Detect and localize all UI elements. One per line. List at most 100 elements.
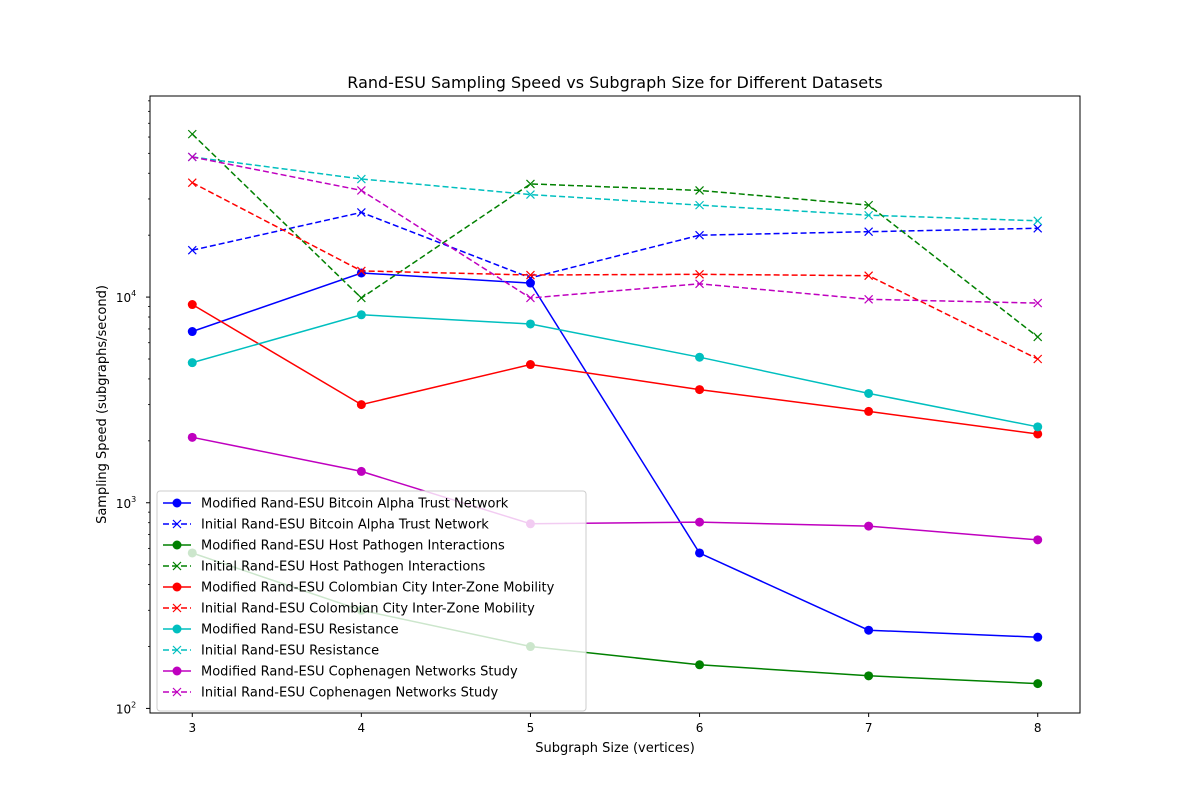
legend-box [156, 490, 587, 712]
legend-label: Initial Rand-ESU Cophenagen Networks Stu… [201, 686, 498, 701]
data-point [695, 352, 705, 362]
data-point-stroke [1033, 216, 1043, 226]
legend-item: Initial Rand-ESU Host Pathogen Interacti… [163, 560, 486, 575]
data-point-stroke [187, 129, 197, 139]
data-point [356, 268, 366, 278]
data-point [356, 266, 366, 276]
legend-item: Initial Rand-ESU Colombian City Inter-Zo… [163, 602, 535, 617]
data-point [695, 517, 705, 527]
legend-label: Initial Rand-ESU Resistance [201, 644, 379, 659]
data-point [526, 293, 535, 303]
data-point [864, 210, 874, 220]
data-point [1033, 632, 1043, 642]
x-axis: 3 4 5 6 7 8 [188, 713, 1042, 735]
data-point [1033, 332, 1043, 342]
data-point [1033, 422, 1043, 432]
data-point [526, 270, 535, 280]
data-point [356, 174, 366, 184]
data-point-stroke [864, 210, 874, 220]
data-point [695, 269, 704, 279]
data-point [1033, 298, 1043, 308]
data-point-stroke [695, 230, 704, 240]
legend-label: Modified Rand-ESU Resistance [201, 623, 399, 638]
data-point [695, 279, 704, 289]
y-axis-label: Sampling Speed (subgraphs/second) [95, 285, 110, 524]
data-point-stroke [526, 190, 535, 200]
legend-item: Modified Rand-ESU Cophenagen Networks St… [163, 665, 518, 680]
data-point-stroke [695, 269, 704, 279]
data-point [187, 358, 197, 368]
data-point-stroke [356, 186, 366, 195]
legend-marker [172, 540, 182, 550]
data-point-stroke [1033, 223, 1043, 233]
data-point [526, 190, 535, 200]
data-point [695, 186, 704, 195]
data-point-stroke [187, 245, 197, 255]
legend-marker [172, 624, 182, 634]
series-line [192, 436, 1038, 541]
data-point [525, 319, 535, 329]
series-line [192, 314, 1038, 428]
data-point [356, 208, 366, 217]
legend: Modified Rand-ESU Bitcoin Alpha Trust Ne… [156, 490, 587, 712]
data-point [695, 548, 705, 558]
data-point [187, 327, 197, 337]
y-axis: 102 103 104 [116, 100, 150, 716]
series-line [191, 133, 1039, 338]
legend-label: Initial Rand-ESU Bitcoin Alpha Trust Net… [201, 518, 489, 533]
data-point [525, 360, 535, 370]
data-point [1033, 535, 1043, 545]
data-point-stroke [695, 279, 704, 289]
data-point-stroke [526, 270, 535, 280]
legend-item: Modified Rand-ESU Host Pathogen Interact… [163, 539, 505, 554]
data-point-stroke [187, 152, 197, 162]
y-tick-label: 103 [116, 495, 136, 511]
series-line [192, 272, 1038, 638]
legend-marker [172, 603, 182, 613]
x-axis-label: Subgraph Size (vertices) [535, 741, 695, 756]
data-point [1033, 223, 1043, 233]
chart-title: Rand-ESU Sampling Speed vs Subgraph Size… [347, 73, 882, 92]
series-line [192, 156, 1038, 304]
series-line [192, 156, 1038, 222]
data-point-stroke [187, 178, 197, 188]
y-tick-label: 104 [116, 289, 136, 305]
data-point [864, 227, 874, 237]
data-point [1033, 679, 1043, 689]
data-point-stroke [864, 200, 874, 210]
data-point [864, 625, 874, 635]
legend-label: Modified Rand-ESU Colombian City Inter-Z… [201, 581, 555, 596]
data-point [864, 406, 874, 416]
legend-item: Modified Rand-ESU Colombian City Inter-Z… [163, 581, 555, 596]
data-point [187, 152, 197, 162]
legend-item: Initial Rand-ESU Resistance [163, 644, 379, 659]
series-group [187, 208, 1043, 283]
data-point [864, 521, 874, 531]
data-point-stroke [1033, 332, 1043, 342]
data-point [695, 230, 704, 240]
data-point [187, 300, 197, 310]
data-point [187, 432, 197, 442]
series-group [187, 152, 1043, 308]
legend-marker [172, 645, 182, 655]
data-point [187, 129, 197, 139]
legend-marker [172, 498, 182, 508]
legend-marker [172, 666, 182, 676]
series-layer [187, 129, 1043, 689]
series-line [192, 211, 1038, 279]
data-point [864, 294, 874, 304]
data-point-stroke [526, 179, 535, 189]
legend-label: Modified Rand-ESU Cophenagen Networks St… [201, 665, 518, 680]
x-tick-label: 3 [188, 721, 196, 735]
data-point [356, 466, 366, 476]
series-group [187, 310, 1043, 432]
data-point [526, 179, 535, 189]
legend-marker [172, 519, 182, 529]
data-point [1033, 429, 1043, 439]
data-point-stroke [356, 266, 366, 276]
series-group [187, 129, 1043, 342]
data-point [695, 200, 704, 210]
legend-label: Modified Rand-ESU Host Pathogen Interact… [201, 539, 505, 554]
legend-label: Initial Rand-ESU Host Pathogen Interacti… [201, 560, 486, 575]
